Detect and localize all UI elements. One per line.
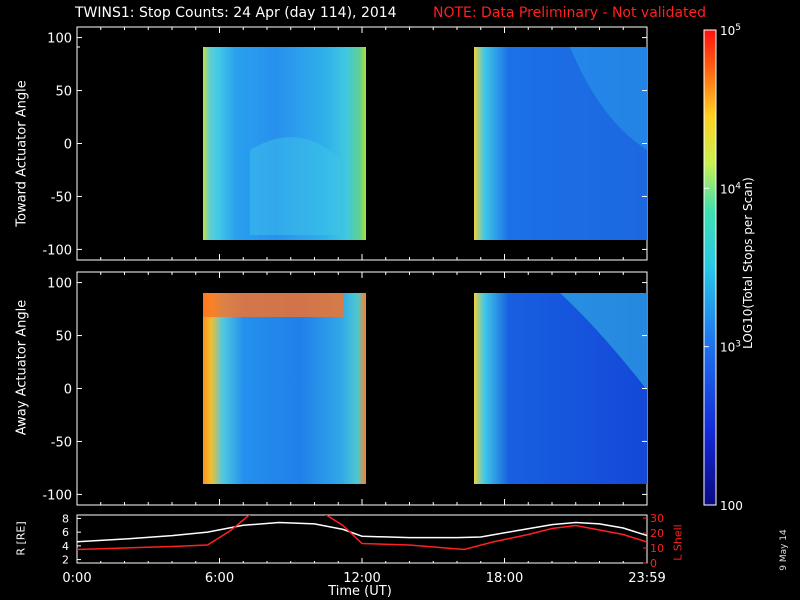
r-tick-label: 8 — [62, 512, 69, 525]
colorbar-tick-exp: 3 — [735, 340, 741, 350]
x-tick-label: 6:00 — [205, 571, 234, 586]
heatmap-block-toward-1 — [203, 47, 366, 240]
x-axis-label: Time (UT) — [328, 584, 392, 599]
lshell-tick-label: 10 — [650, 542, 664, 555]
y-tick-label: -100 — [42, 488, 72, 503]
chart-title: TWINS1: Stop Counts: 24 Apr (day 114), 2… — [75, 5, 397, 21]
colorbar-tick-exp: 5 — [735, 23, 741, 33]
colorbar-tick-label: 100 — [720, 499, 743, 513]
y-tick-label: -50 — [51, 435, 72, 450]
r-tick-label: 2 — [62, 554, 69, 567]
heatmap-feature-away-2 — [560, 293, 647, 390]
r-line — [77, 521, 647, 543]
colorbar-tick-label: 104 — [720, 181, 741, 196]
orbit-lines — [77, 515, 647, 551]
x-tick-label: 18:00 — [486, 571, 523, 586]
lshell-tick-label: 20 — [650, 527, 664, 540]
colorbar-tick-label: 105 — [720, 23, 741, 38]
y-tick-label: 0 — [64, 138, 72, 153]
y-tick-label: -50 — [51, 190, 72, 205]
date-stamp: 9 May 14 — [779, 529, 789, 571]
preliminary-note: NOTE: Data Preliminary - Not validated — [433, 5, 707, 21]
heatmap-block-away-1 — [203, 293, 366, 484]
r-tick-label: 4 — [62, 540, 69, 553]
panel-orbit-frame — [76, 514, 648, 564]
x-tick-label: 0:00 — [62, 571, 91, 586]
y-axis-label-toward: Toward Actuator Angle — [14, 80, 30, 227]
x-tick-label: 23:59 — [628, 571, 665, 586]
heatmap-feature-away-top — [203, 293, 343, 317]
y-tick-label: 50 — [55, 330, 72, 345]
heatmap-block-toward-2 — [474, 47, 647, 240]
x-tick-label: 12:00 — [343, 571, 380, 586]
colorbar-tick-exp: 4 — [735, 181, 741, 191]
y-tick-label: -100 — [42, 243, 72, 258]
r-axis-label: R [RE] — [14, 521, 28, 556]
heatmap-feature-toward-2 — [570, 47, 647, 150]
y-tick-label: 100 — [47, 32, 72, 47]
y-tick-label: 100 — [47, 277, 72, 292]
r-tick-label: 6 — [62, 526, 69, 539]
y-tick-label: 0 — [64, 383, 72, 398]
lshell-axis-label: L Shell — [671, 524, 685, 561]
panel-orbit — [76, 514, 648, 564]
lshell-tick-label: 0 — [650, 557, 657, 570]
colorbar-tick-label: 103 — [720, 340, 741, 355]
lshell-tick-label: 30 — [650, 512, 664, 525]
y-axis-label-away: Away Actuator Angle — [14, 299, 30, 436]
colorbar — [703, 29, 717, 506]
panel-away — [76, 271, 648, 506]
colorbar-bar — [703, 29, 717, 506]
y-tick-label: 50 — [55, 85, 72, 100]
panel-toward — [76, 26, 648, 261]
lshell-line — [77, 515, 647, 551]
heatmap-feature-toward — [250, 137, 340, 235]
colorbar-label: LOG10(Total Stops per Scan) — [741, 177, 755, 349]
